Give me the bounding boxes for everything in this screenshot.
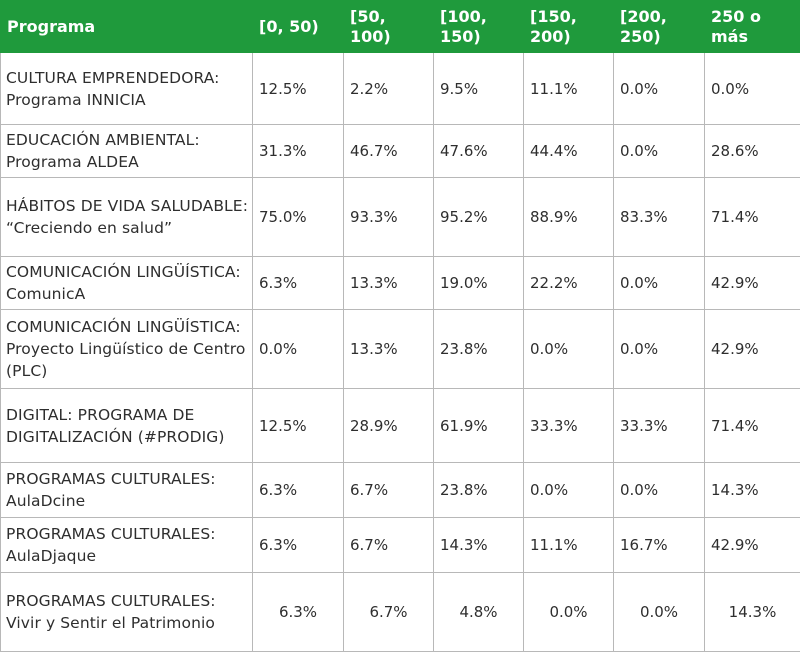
program-name: DIGITAL: PROGRAMA DE DIGITALIZACIÓN (#PR… (0, 388, 253, 463)
value-cell: 61.9% (433, 388, 524, 463)
value-cell: 13.3% (343, 309, 434, 389)
program-name: EDUCACIÓN AMBIENTAL: Programa ALDEA (0, 124, 253, 178)
table-row: EDUCACIÓN AMBIENTAL: Programa ALDEA 31.3… (0, 124, 800, 178)
program-name: COMUNICACIÓN LINGÜÍSTICA: ComunicA (0, 256, 253, 310)
value-cell: 0.0% (252, 309, 344, 389)
value-cell: 0.0% (704, 52, 800, 125)
value-cell: 47.6% (433, 124, 524, 178)
value-cell: 0.0% (613, 462, 705, 518)
table-row: PROGRAMAS CULTURALES: Vivir y Sentir el … (0, 572, 800, 652)
value-cell: 6.3% (252, 517, 344, 573)
header-range-200-250: [200, 250) (613, 0, 705, 53)
value-cell: 12.5% (252, 52, 344, 125)
value-cell: 42.9% (704, 517, 800, 573)
value-cell: 14.3% (704, 462, 800, 518)
value-cell: 9.5% (433, 52, 524, 125)
header-range-50-100: [50, 100) (343, 0, 434, 53)
program-name: CULTURA EMPRENDEDORA: Programa INNICIA (0, 52, 253, 125)
value-cell: 6.7% (343, 572, 434, 652)
value-cell: 93.3% (343, 177, 434, 257)
table-row: HÁBITOS DE VIDA SALUDABLE: “Creciendo en… (0, 177, 800, 257)
value-cell: 88.9% (523, 177, 614, 257)
table-row: DIGITAL: PROGRAMA DE DIGITALIZACIÓN (#PR… (0, 388, 800, 463)
value-cell: 0.0% (613, 124, 705, 178)
value-cell: 4.8% (433, 572, 524, 652)
table-row: COMUNICACIÓN LINGÜÍSTICA: ComunicA 6.3% … (0, 256, 800, 310)
value-cell: 16.7% (613, 517, 705, 573)
header-range-100-150: [100, 150) (433, 0, 524, 53)
value-cell: 23.8% (433, 309, 524, 389)
value-cell: 22.2% (523, 256, 614, 310)
value-cell: 12.5% (252, 388, 344, 463)
value-cell: 0.0% (613, 309, 705, 389)
program-name: PROGRAMAS CULTURALES: AulaDcine (0, 462, 253, 518)
value-cell: 71.4% (704, 177, 800, 257)
value-cell: 0.0% (523, 572, 614, 652)
value-cell: 19.0% (433, 256, 524, 310)
value-cell: 46.7% (343, 124, 434, 178)
value-cell: 71.4% (704, 388, 800, 463)
value-cell: 33.3% (523, 388, 614, 463)
table-row: PROGRAMAS CULTURALES: AulaDjaque 6.3% 6.… (0, 517, 800, 573)
value-cell: 0.0% (613, 572, 705, 652)
value-cell: 23.8% (433, 462, 524, 518)
value-cell: 0.0% (523, 462, 614, 518)
value-cell: 28.6% (704, 124, 800, 178)
value-cell: 6.7% (343, 517, 434, 573)
header-range-150-200: [150, 200) (523, 0, 614, 53)
value-cell: 42.9% (704, 256, 800, 310)
value-cell: 6.7% (343, 462, 434, 518)
value-cell: 42.9% (704, 309, 800, 389)
value-cell: 0.0% (613, 256, 705, 310)
value-cell: 6.3% (252, 256, 344, 310)
value-cell: 14.3% (704, 572, 800, 652)
value-cell: 44.4% (523, 124, 614, 178)
value-cell: 6.3% (252, 462, 344, 518)
value-cell: 0.0% (523, 309, 614, 389)
value-cell: 6.3% (252, 572, 344, 652)
table-row: COMUNICACIÓN LINGÜÍSTICA: Proyecto Lingü… (0, 309, 800, 389)
value-cell: 31.3% (252, 124, 344, 178)
value-cell: 13.3% (343, 256, 434, 310)
header-programa: Programa (0, 0, 253, 53)
value-cell: 83.3% (613, 177, 705, 257)
value-cell: 33.3% (613, 388, 705, 463)
value-cell: 0.0% (613, 52, 705, 125)
value-cell: 11.1% (523, 517, 614, 573)
header-range-0-50: [0, 50) (252, 0, 344, 53)
table-row: CULTURA EMPRENDEDORA: Programa INNICIA 1… (0, 52, 800, 125)
value-cell: 28.9% (343, 388, 434, 463)
program-name: PROGRAMAS CULTURALES: Vivir y Sentir el … (0, 572, 253, 652)
program-name: HÁBITOS DE VIDA SALUDABLE: “Creciendo en… (0, 177, 253, 257)
table-header-row: Programa [0, 50) [50, 100) [100, 150) [1… (0, 0, 800, 53)
value-cell: 95.2% (433, 177, 524, 257)
program-name: PROGRAMAS CULTURALES: AulaDjaque (0, 517, 253, 573)
value-cell: 14.3% (433, 517, 524, 573)
value-cell: 11.1% (523, 52, 614, 125)
program-name: COMUNICACIÓN LINGÜÍSTICA: Proyecto Lingü… (0, 309, 253, 389)
value-cell: 2.2% (343, 52, 434, 125)
value-cell: 75.0% (252, 177, 344, 257)
table-row: PROGRAMAS CULTURALES: AulaDcine 6.3% 6.7… (0, 462, 800, 518)
header-range-250-plus: 250 o más (704, 0, 800, 53)
